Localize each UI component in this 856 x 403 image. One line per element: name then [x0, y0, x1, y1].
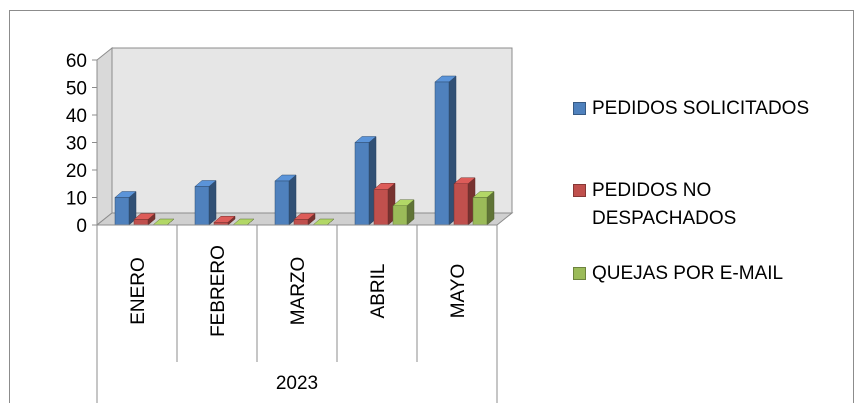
legend-item-quejas-por-email: QUEJAS POR E-MAIL: [573, 260, 832, 288]
bar: [114, 197, 130, 226]
y-tick-label: 40: [66, 106, 87, 127]
bar: [434, 81, 450, 226]
x-tick-label: FEBRERO: [208, 245, 229, 337]
bar: [392, 205, 408, 226]
group-label: 2023: [276, 373, 318, 394]
x-tick-label: MARZO: [288, 257, 309, 326]
legend-swatch-green: [573, 267, 586, 280]
bar-side: [288, 174, 297, 226]
bar: [194, 186, 210, 226]
legend-swatch-red: [573, 184, 586, 197]
legend-swatch-blue: [573, 102, 586, 115]
bar: [472, 197, 488, 226]
y-tick-label: 30: [66, 134, 87, 155]
y-tick-label: 10: [66, 189, 87, 210]
side-wall: [96, 46, 113, 227]
y-tick-label: 60: [66, 51, 87, 72]
bar: [293, 219, 309, 226]
legend-label: PEDIDOS NO DESPACHADOS: [592, 180, 737, 229]
legend-item-pedidos-no-despachados: PEDIDOS NO DESPACHADOS: [573, 177, 762, 233]
legend-item-pedidos-solicitados: PEDIDOS SOLICITADOS: [573, 95, 832, 123]
legend-label: QUEJAS POR E-MAIL: [592, 263, 784, 284]
bar-side: [208, 179, 217, 226]
y-tick-label: 50: [66, 79, 87, 100]
y-tick-label: 0: [76, 216, 87, 237]
x-tick-label: MAYO: [448, 264, 469, 319]
bar: [274, 180, 290, 226]
bar: [453, 183, 469, 226]
x-tick-label: ENERO: [128, 257, 149, 325]
y-tick-label: 20: [66, 161, 87, 182]
bar: [373, 189, 389, 226]
bar: [354, 142, 370, 226]
bar: [133, 219, 149, 226]
x-tick-label: ABRIL: [368, 264, 389, 319]
legend-label: PEDIDOS SOLICITADOS: [592, 98, 810, 119]
